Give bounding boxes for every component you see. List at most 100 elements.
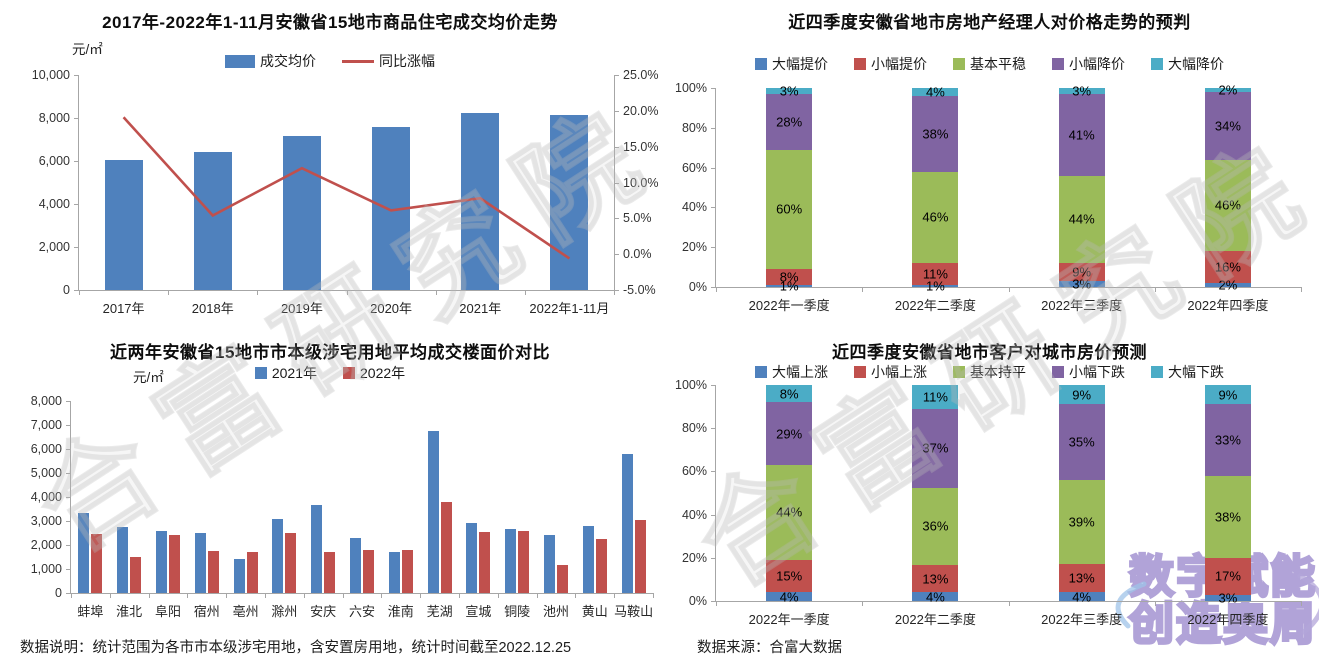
plot-area: 100% 80% 60% 40% 20% 0% 2022年一季度 2022年二季度 2022年三… — [675, 81, 1302, 313]
bar — [363, 549, 374, 593]
bar — [401, 549, 413, 593]
x-tick-mark — [497, 593, 499, 598]
stack-segment — [1204, 159, 1251, 252]
legend-label: 基本持平 — [970, 364, 1026, 380]
y-tick-mark — [614, 254, 619, 256]
category-label: 滁州 — [271, 604, 298, 619]
y-tick-label: 0.0% — [623, 247, 652, 262]
legend-label: 2022年 — [360, 365, 406, 381]
legend-item: 小幅下跌 — [1052, 362, 1125, 382]
segment-label: 15% — [776, 568, 803, 584]
segment-label: 35% — [1068, 434, 1095, 450]
x-tick-mark — [381, 593, 383, 598]
y-tick-mark — [614, 218, 619, 220]
category-label: 安庆 — [310, 604, 337, 619]
x-tick-mark — [459, 593, 460, 598]
stack-segment — [1058, 385, 1105, 405]
bar — [518, 530, 530, 593]
legend-label: 同比涨幅 — [379, 53, 435, 69]
y-tick-label: 8,000 — [30, 394, 62, 408]
stack-segment — [1058, 88, 1105, 94]
y-tick-mark — [711, 207, 716, 209]
chart-customer-price-forecast: 近四季度安徽省地市客户对城市房价预测 大幅上涨 小幅上涨 基本持平 小幅下跌 大幅下跌 … — [660, 330, 1319, 630]
y-tick-mark — [711, 247, 716, 249]
legend-item: 大幅上涨 — [755, 362, 828, 382]
stack-segment — [1058, 263, 1105, 282]
legend-swatch — [254, 367, 267, 379]
bar — [156, 530, 167, 593]
segment-label: 9% — [1218, 387, 1238, 403]
stack-segment — [1204, 283, 1251, 287]
segment-label: 28% — [776, 114, 803, 130]
bar — [233, 559, 245, 593]
plot-area: 8,000 7,000 6,000 5,000 4,000 3,000 2,000 1,000… — [31, 394, 654, 619]
x-tick-mark — [614, 593, 616, 598]
y-tick-mark — [711, 127, 716, 129]
segment-label: 3% — [1218, 590, 1238, 606]
chart-land-floor-price: 近两年安徽省15地市市本级涉宅用地平均成交楼面价对比 元/㎡ 2021年 2022… — [0, 330, 660, 630]
y-tick-mark — [66, 593, 71, 594]
y-tick-label: 7,000 — [30, 418, 62, 432]
category-label: 2019年 — [280, 301, 323, 316]
segment-label: 4% — [925, 589, 945, 605]
bar — [104, 159, 143, 290]
y-tick-mark — [614, 110, 619, 112]
y-tick-label: 20.0% — [623, 103, 659, 118]
x-tick-mark — [614, 290, 615, 295]
y-tick-mark — [711, 428, 716, 430]
category-label: 2022年四季度 — [1187, 298, 1269, 313]
y-tick-mark — [66, 545, 71, 546]
stack-segment — [766, 385, 813, 403]
chart-title: 近四季度安徽省地市房地产经理人对价格走势的预判 — [788, 13, 1191, 32]
legend-item: 成交均价 — [225, 51, 316, 71]
stack-segment — [1058, 480, 1105, 565]
legend-item: 大幅降价 — [1151, 54, 1224, 74]
x-tick-mark — [71, 593, 72, 598]
legend-item: 小幅上涨 — [854, 362, 927, 382]
bar — [557, 565, 568, 593]
y-tick-mark — [614, 182, 619, 184]
stack-segment — [1058, 404, 1105, 481]
y-tick-label: 80% — [681, 120, 707, 135]
category-label: 芜湖 — [426, 604, 453, 619]
segment-label: 36% — [922, 518, 949, 534]
category-label: 2022年1-11月 — [529, 301, 610, 316]
x-tick-mark — [187, 593, 189, 598]
segment-label: 29% — [776, 426, 803, 442]
y-tick-mark — [66, 497, 71, 498]
x-tick-mark — [862, 287, 864, 292]
bar — [388, 552, 400, 593]
segment-label: 8% — [779, 386, 799, 402]
stack-segment — [912, 285, 959, 287]
segment-label: 60% — [776, 201, 803, 217]
y-tick-label: -5.0% — [623, 283, 656, 297]
bar — [130, 557, 142, 593]
chart-title: 2017年-2022年1-11月安徽省15地市商品住宅成交均价走势 — [102, 13, 558, 32]
x-tick-mark — [342, 593, 344, 598]
category-label: 亳州 — [232, 604, 259, 619]
bar — [350, 537, 361, 593]
y-tick-mark — [74, 247, 79, 248]
segment-label: 46% — [1214, 197, 1241, 213]
category-label: 2022年三季度 — [1041, 298, 1123, 313]
bar — [117, 527, 129, 593]
segment-label: 33% — [1214, 432, 1241, 448]
bar — [272, 518, 284, 593]
legend: 成交均价 同比涨幅 — [0, 52, 660, 70]
segment-label: 17% — [1214, 568, 1241, 584]
stack-segment — [766, 559, 813, 593]
legend-item: 2022年 — [343, 363, 405, 383]
stack-segment — [1204, 251, 1251, 284]
stack-segment — [1204, 404, 1251, 476]
legend-label: 小幅降价 — [1069, 56, 1125, 72]
bar — [621, 453, 633, 593]
x-tick-mark — [716, 287, 717, 292]
y-tick-mark — [74, 290, 79, 291]
stack-segment — [1058, 592, 1105, 601]
segment-label: 44% — [1068, 211, 1095, 227]
segment-label: 37% — [922, 440, 949, 456]
segment-label: 38% — [1214, 509, 1241, 525]
y-tick-mark — [66, 449, 71, 450]
segment-label: 4% — [1072, 589, 1092, 605]
y-tick-label: 6,000 — [38, 154, 70, 168]
